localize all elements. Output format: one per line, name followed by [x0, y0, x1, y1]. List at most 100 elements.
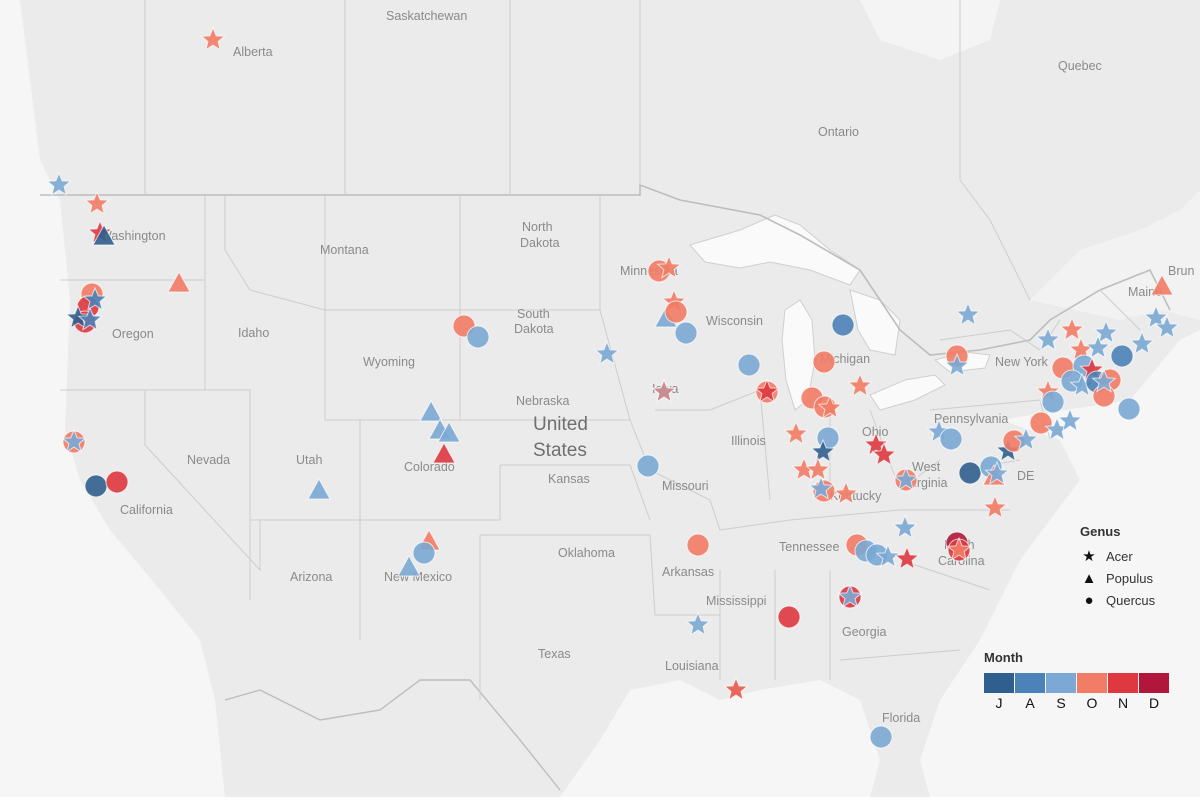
label-idaho: Idaho	[238, 326, 269, 340]
month-swatch-o[interactable]	[1077, 673, 1107, 693]
month-tick-labels: J A S O N D	[984, 695, 1174, 715]
genus-legend-label: Acer	[1106, 548, 1133, 564]
label-ohio: Ohio	[862, 425, 888, 439]
label-kansas: Kansas	[548, 472, 590, 486]
gulf-of-mexico	[560, 680, 880, 797]
label-quebec: Quebec	[1058, 59, 1102, 73]
marker-circle[interactable]	[737, 353, 761, 377]
label-west-virginia-1: West	[912, 460, 941, 474]
month-legend: Month J A S O N D	[984, 650, 1174, 715]
genus-legend-item-acer[interactable]: ★ Acer	[1080, 545, 1190, 567]
month-swatch-d[interactable]	[1139, 673, 1169, 693]
marker-circle[interactable]	[466, 325, 490, 349]
label-nebraska: Nebraska	[516, 394, 570, 408]
label-louisiana: Louisiana	[665, 659, 719, 673]
marker-circle[interactable]	[84, 474, 108, 498]
marker-circle[interactable]	[831, 313, 855, 337]
label-south-dakota-1: South	[517, 307, 550, 321]
month-tick: J	[995, 695, 1003, 711]
genus-legend-title: Genus	[1080, 524, 1121, 539]
month-swatch-s[interactable]	[1046, 673, 1076, 693]
triangle-icon: ▲	[1081, 569, 1097, 587]
star-icon: ★	[1082, 548, 1096, 565]
label-washington: Washington	[100, 229, 166, 243]
label-georgia: Georgia	[842, 625, 887, 639]
label-united-states-2: States	[533, 440, 587, 461]
label-arizona: Arizona	[290, 570, 332, 584]
marker-circle[interactable]	[686, 533, 710, 557]
label-missouri: Missouri	[662, 479, 709, 493]
genus-legend-item-populus[interactable]: ▲ Populus	[1080, 567, 1190, 589]
label-de: DE	[1017, 469, 1034, 483]
label-brunswick: Brun	[1168, 264, 1194, 278]
label-texas: Texas	[538, 647, 571, 661]
lake-erie	[869, 374, 946, 411]
label-maine: Maine	[1128, 285, 1162, 299]
label-saskatchewan: Saskatchewan	[386, 9, 467, 23]
marker-circle[interactable]	[1117, 397, 1141, 421]
marker-circle[interactable]	[1029, 411, 1053, 435]
label-oregon: Oregon	[112, 327, 154, 341]
label-florida: Florida	[882, 711, 920, 725]
marker-circle[interactable]	[1110, 344, 1134, 368]
marker-circle[interactable]	[869, 725, 893, 749]
label-california: California	[120, 503, 173, 517]
label-alberta: Alberta	[233, 45, 273, 59]
marker-circle[interactable]	[636, 454, 660, 478]
label-north-dakota-1: North	[522, 220, 553, 234]
place-labels: Saskatchewan Alberta Quebec Ontario Wash…	[100, 9, 1194, 725]
marker-circle[interactable]	[412, 541, 436, 565]
label-north-dakota-2: Dakota	[520, 236, 560, 250]
month-tick: O	[1086, 695, 1098, 711]
label-wisconsin: Wisconsin	[706, 314, 763, 328]
circle-icon: ●	[1084, 591, 1094, 609]
month-legend-title: Month	[984, 650, 1023, 665]
month-swatch-a[interactable]	[1015, 673, 1045, 693]
label-montana: Montana	[320, 243, 369, 257]
province-borders	[144, 0, 1031, 301]
label-pennsylvania: Pennsylvania	[934, 412, 1008, 426]
genus-legend-item-quercus[interactable]: ● Quercus	[1080, 589, 1190, 611]
marker-circle[interactable]	[105, 470, 129, 494]
month-tick: S	[1056, 695, 1066, 711]
pacific-ocean	[0, 0, 225, 797]
month-tick: N	[1117, 695, 1129, 711]
observation-markers[interactable]	[47, 27, 1179, 749]
month-swatch-j[interactable]	[984, 673, 1014, 693]
month-color-ramp[interactable]	[984, 673, 1174, 693]
us-mexico-border	[224, 679, 561, 791]
marker-circle[interactable]	[777, 605, 801, 629]
genus-legend-label: Populus	[1106, 570, 1153, 586]
marker-circle[interactable]	[1092, 384, 1116, 408]
label-ontario: Ontario	[818, 125, 859, 139]
lake-superior	[689, 214, 861, 286]
label-nevada: Nevada	[187, 453, 230, 467]
month-tick: A	[1025, 695, 1035, 711]
label-illinois: Illinois	[731, 434, 766, 448]
label-colorado: Colorado	[404, 460, 455, 474]
label-united-states-1: United	[533, 414, 588, 435]
marker-circle[interactable]	[674, 321, 698, 345]
month-tick: D	[1148, 695, 1160, 711]
label-arkansas: Arkansas	[662, 565, 714, 579]
label-wyoming: Wyoming	[363, 355, 415, 369]
label-south-dakota-2: Dakota	[514, 322, 554, 336]
us-canada-border	[40, 183, 1171, 356]
marker-circle[interactable]	[812, 350, 836, 374]
genus-legend: Genus ★ Acer ▲ Populus ● Quercus	[1080, 524, 1190, 611]
month-swatch-n[interactable]	[1108, 673, 1138, 693]
state-borders	[60, 195, 1141, 700]
label-mississippi: Mississippi	[706, 594, 766, 608]
label-new-york: New York	[995, 355, 1049, 369]
label-utah: Utah	[296, 453, 322, 467]
marker-circle[interactable]	[664, 300, 688, 324]
marker-circle[interactable]	[958, 461, 982, 485]
genus-legend-label: Quercus	[1106, 592, 1156, 608]
marker-circle[interactable]	[1041, 390, 1065, 414]
hudson-bay	[860, 0, 1000, 60]
label-tennessee: Tennessee	[779, 540, 840, 554]
marker-circle[interactable]	[939, 427, 963, 451]
label-oklahoma: Oklahoma	[558, 546, 615, 560]
